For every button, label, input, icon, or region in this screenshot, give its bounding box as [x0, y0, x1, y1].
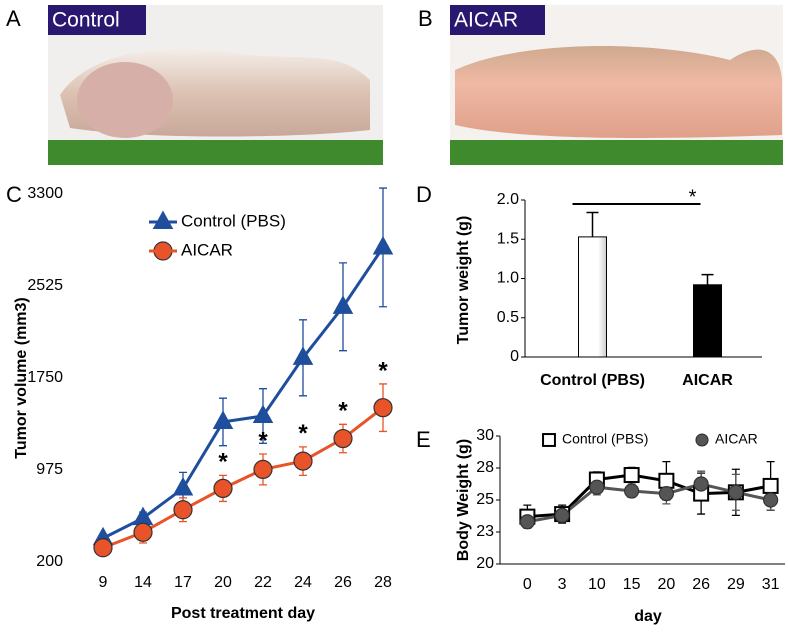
marker [763, 492, 779, 508]
marker [542, 433, 556, 447]
y-tick-label: 30 [476, 427, 494, 444]
marker [658, 472, 675, 489]
marker [133, 522, 153, 542]
bar [578, 236, 607, 358]
marker [93, 538, 113, 558]
x-tick-label: 31 [762, 576, 780, 593]
mouse [455, 46, 782, 138]
significance-mark: * [298, 420, 308, 447]
y-tick-label: 0 [510, 348, 519, 365]
y-axis-label: Body Weight (g) [455, 439, 472, 561]
marker [293, 451, 313, 471]
significance-mark: * [218, 449, 228, 476]
photo-label: AICAR [454, 9, 518, 32]
marker [373, 398, 393, 418]
significance-mark: * [378, 357, 388, 384]
x-tick-label: 9 [99, 574, 108, 591]
y-tick-label: 2525 [27, 277, 63, 294]
photo-a: Control A [6, 5, 383, 165]
label-box [450, 5, 545, 35]
marker [695, 433, 709, 447]
x-tick-label: AICAR [682, 372, 733, 389]
x-tick-label: 24 [294, 574, 312, 591]
ruler [450, 140, 783, 165]
tumor [77, 62, 173, 138]
marker [693, 476, 709, 492]
marker [333, 428, 353, 449]
marker [372, 235, 394, 255]
photo-b: AICAR B [418, 5, 783, 165]
y-tick-label: 975 [36, 461, 63, 478]
marker [132, 506, 154, 526]
marker [728, 484, 744, 500]
x-axis-label: day [634, 608, 662, 625]
x-tick-label: 26 [334, 574, 352, 591]
y-tick-label: 0.5 [497, 309, 519, 326]
legend-label: Control (PBS) [181, 211, 286, 230]
y-tick-label: 2.0 [497, 191, 519, 208]
x-tick-label: 22 [254, 574, 272, 591]
panel-letter: C [6, 182, 22, 207]
y-tick-label: 1750 [27, 369, 63, 386]
marker [589, 479, 605, 495]
y-axis-label: Tumor weight (g) [455, 216, 472, 345]
significance-mark: * [689, 186, 697, 208]
x-tick-label: 15 [623, 576, 641, 593]
y-tick-label: 28 [476, 459, 494, 476]
y-tick-label: 1.5 [497, 230, 519, 247]
marker [623, 467, 640, 484]
y-axis-label: Tumor volume (mm3) [13, 297, 30, 459]
marker [213, 478, 233, 498]
x-tick-label: 20 [657, 576, 675, 593]
y-tick-label: 3300 [27, 185, 63, 202]
marker [152, 210, 174, 230]
marker [212, 410, 234, 429]
x-tick-label: 20 [214, 574, 232, 591]
label-box [48, 5, 146, 35]
panel-letter: A [6, 6, 21, 31]
x-tick-label: 26 [692, 576, 710, 593]
x-tick-label: 17 [174, 574, 192, 591]
marker [762, 477, 779, 494]
marker [554, 507, 570, 523]
series-line [102, 246, 385, 540]
y-tick-label: 25 [476, 491, 494, 508]
bar [693, 284, 722, 358]
y-tick-label: 20 [476, 555, 494, 572]
panel-letter: E [416, 427, 431, 452]
marker [172, 476, 194, 496]
marker [173, 500, 193, 520]
x-tick-label: 10 [588, 576, 606, 593]
panel-letter: D [416, 182, 432, 207]
error-bar [701, 273, 714, 285]
marker [253, 459, 273, 480]
significance-mark: * [258, 427, 268, 454]
marker [292, 346, 314, 365]
marker [624, 483, 640, 499]
x-tick-label: 3 [558, 576, 567, 593]
marker [658, 486, 674, 502]
legend-label: AICAR [181, 240, 233, 259]
x-tick-label: 14 [134, 574, 152, 591]
x-tick-label: 28 [374, 574, 392, 591]
error-bar [586, 211, 599, 237]
x-axis-label: Post treatment day [171, 605, 315, 622]
photo-label: Control [52, 9, 120, 32]
marker [332, 295, 354, 314]
x-tick-label: Control (PBS) [540, 372, 645, 389]
marker [252, 404, 274, 424]
legend-label: Control (PBS) [562, 431, 648, 447]
x-tick-label: 29 [727, 576, 745, 593]
significance-mark: * [338, 398, 348, 425]
y-tick-label: 23 [476, 523, 494, 540]
y-tick-label: 1.0 [497, 270, 519, 287]
marker [519, 514, 535, 530]
panel-letter: B [418, 6, 433, 31]
legend-label: AICAR [715, 431, 758, 447]
ruler [48, 140, 383, 165]
x-tick-label: 0 [523, 576, 532, 593]
y-tick-label: 200 [36, 553, 63, 570]
